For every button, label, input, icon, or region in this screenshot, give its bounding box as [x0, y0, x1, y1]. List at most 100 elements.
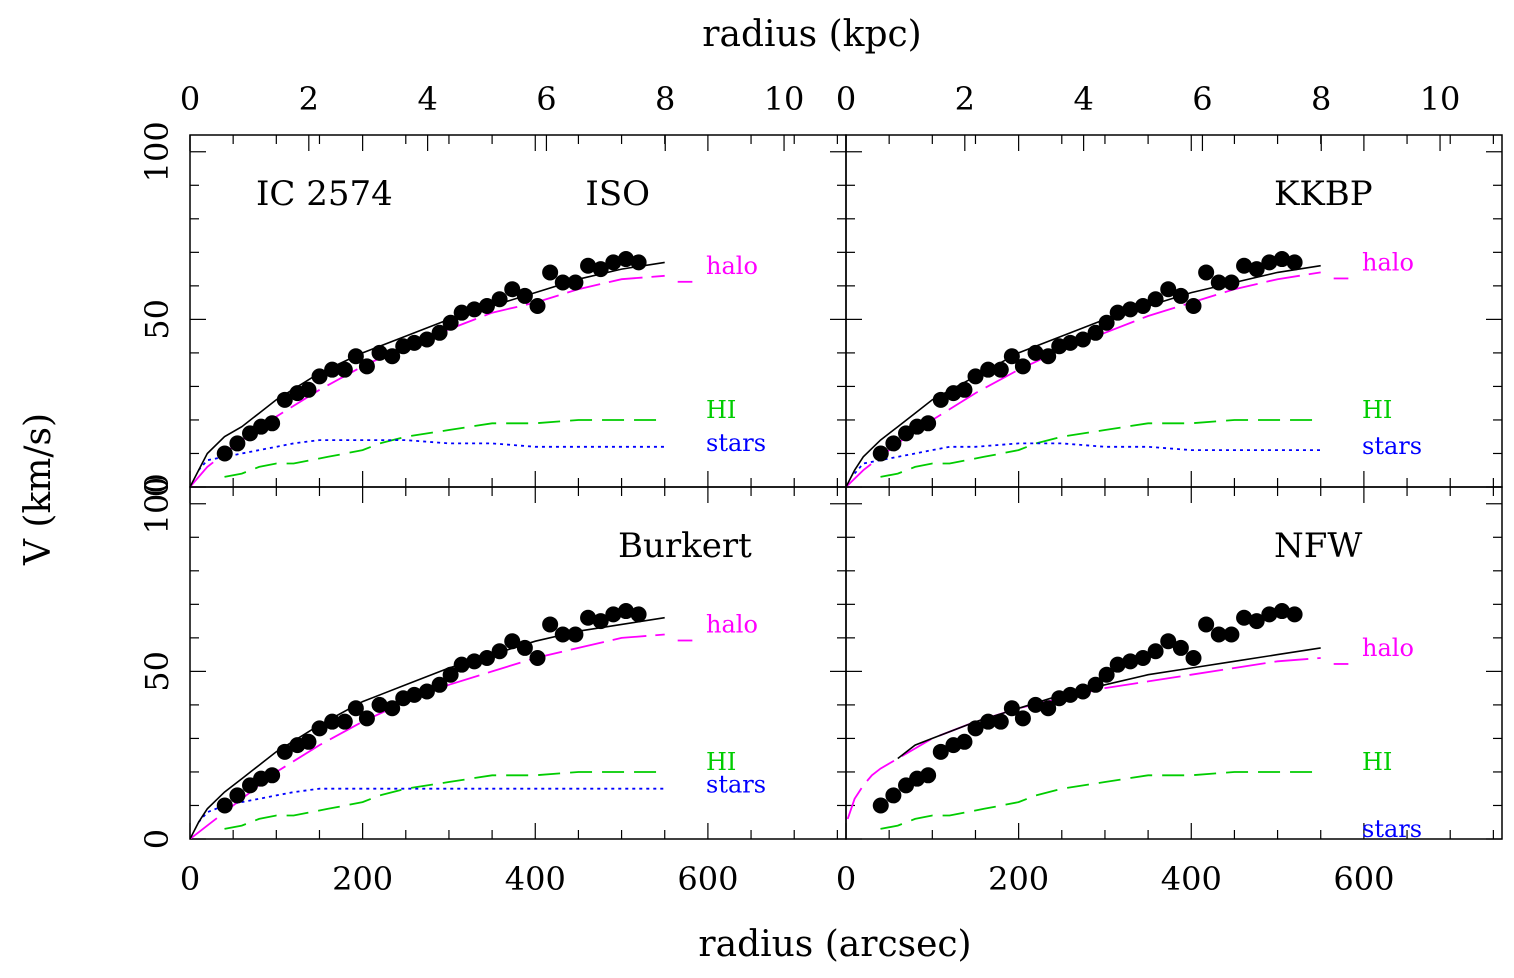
observed-point	[347, 348, 364, 365]
observed-point	[1122, 301, 1139, 318]
observed-point	[371, 696, 388, 713]
observed-point	[491, 291, 508, 308]
observed-point	[1210, 274, 1227, 291]
stars-curve	[853, 442, 1321, 475]
observed-point	[1109, 304, 1126, 321]
observed-point	[1185, 297, 1202, 314]
observed-point	[478, 649, 495, 666]
y-tick-label: 100	[138, 121, 176, 182]
observed-point	[1210, 626, 1227, 643]
x-tick-label-top: 4	[1073, 80, 1093, 118]
hi-curve	[880, 419, 1321, 478]
observed-point	[1248, 613, 1265, 630]
observed-point	[1273, 251, 1290, 268]
x-axis-bottom-label: radius (arcsec)	[698, 924, 971, 965]
y-tick-label: 100	[138, 473, 176, 534]
observed-point	[516, 287, 533, 304]
observed-point	[384, 348, 401, 365]
observed-point	[1027, 344, 1044, 361]
observed-point	[453, 304, 470, 321]
x-tick-label-top: 0	[180, 80, 200, 118]
y-tick-label: 0	[138, 829, 176, 849]
observed-point	[885, 435, 902, 452]
x-tick-label-top: 4	[417, 80, 437, 118]
observed-point	[1261, 606, 1278, 623]
observed-point	[1185, 649, 1202, 666]
observed-point	[1248, 261, 1265, 278]
observed-point	[1172, 639, 1189, 656]
observed-point	[453, 656, 470, 673]
observed-point	[1147, 643, 1164, 660]
observed-point	[1062, 334, 1079, 351]
stars-label: stars	[706, 771, 766, 799]
observed-point	[504, 633, 521, 650]
panel-curves	[190, 251, 665, 487]
x-tick-label-bottom: 600	[677, 860, 738, 898]
x-tick-label-top: 0	[836, 80, 856, 118]
x-tick-label-top: 2	[299, 80, 319, 118]
observed-point	[1040, 700, 1057, 717]
observed-point	[311, 720, 328, 737]
observed-point	[1074, 331, 1091, 348]
observed-point	[431, 676, 448, 693]
observed-point	[442, 314, 459, 331]
observed-point	[605, 254, 622, 271]
panel-model-label: NFW	[1274, 526, 1362, 566]
observed-point	[1160, 281, 1177, 298]
observed-point	[967, 720, 984, 737]
observed-point	[358, 358, 375, 375]
observed-point	[605, 606, 622, 623]
observed-point	[580, 609, 597, 626]
observed-point	[885, 787, 902, 804]
observed-point	[1134, 649, 1151, 666]
observed-point	[1160, 633, 1177, 650]
observed-point	[216, 797, 233, 814]
panel-kkbp: 0 2 4 6 8 10 KKBP halo HI stars	[836, 80, 1503, 488]
observed-point	[466, 653, 483, 670]
observed-point	[1109, 656, 1126, 673]
observed-point	[992, 713, 1009, 730]
x-tick-label-bottom: 0	[180, 860, 200, 898]
observed-point	[1122, 653, 1139, 670]
panel-curves	[190, 603, 665, 839]
observed-point	[504, 281, 521, 298]
observed-point	[229, 787, 246, 804]
observed-point	[276, 391, 293, 408]
observed-point	[384, 700, 401, 717]
panel-model-label: ISO	[585, 174, 650, 214]
observed-point	[276, 743, 293, 760]
x-tick-label-bottom: 600	[1333, 860, 1394, 898]
panel-curves	[846, 603, 1321, 830]
observed-point	[980, 713, 997, 730]
hi-curve	[880, 771, 1321, 830]
observed-point	[1198, 264, 1215, 281]
halo-label: halo	[1362, 248, 1414, 276]
x-axis-top-label: radius (kpc)	[702, 14, 921, 55]
observed-point	[617, 603, 634, 620]
x-tick-label-bottom: 400	[505, 860, 566, 898]
x-tick-label-top: 8	[655, 80, 675, 118]
observed-point	[1261, 254, 1278, 271]
stars-label: stars	[1362, 815, 1422, 843]
stars-curve	[197, 439, 665, 471]
observed-point	[920, 415, 937, 432]
observed-point	[324, 713, 341, 730]
observed-point	[1003, 700, 1020, 717]
observed-point	[542, 264, 559, 281]
observed-point	[1223, 274, 1240, 291]
observed-point	[1087, 324, 1104, 341]
observed-point	[529, 297, 546, 314]
halo-label: halo	[1362, 634, 1414, 662]
observed-point	[992, 361, 1009, 378]
observed-point	[442, 666, 459, 683]
observed-point	[264, 415, 281, 432]
observed-point	[478, 297, 495, 314]
observed-point	[1040, 348, 1057, 365]
observed-point	[1014, 358, 1031, 375]
observed-point	[1172, 287, 1189, 304]
observed-point	[932, 743, 949, 760]
